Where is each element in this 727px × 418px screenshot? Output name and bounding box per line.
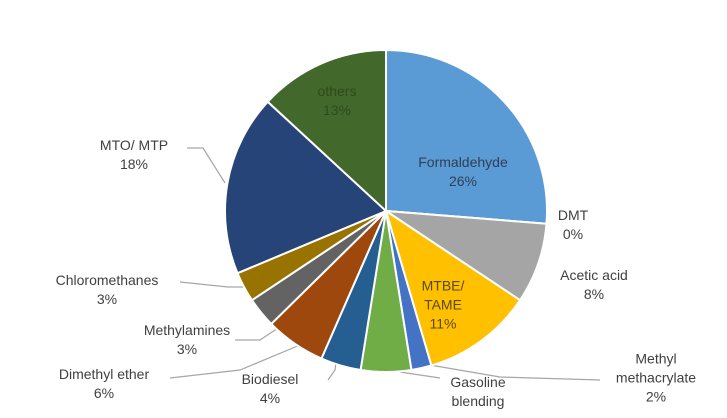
- category-label: Biodiesel: [241, 371, 299, 387]
- category-label: DMT: [557, 207, 589, 223]
- slice-label: Gasoline blending: [438, 373, 518, 411]
- category-label: others: [317, 83, 357, 99]
- leader-line: [235, 325, 282, 341]
- slice-label: DMT 0%: [543, 206, 603, 244]
- value-label: 26%: [448, 173, 478, 189]
- value-label: 0%: [562, 226, 584, 242]
- slice-label: Methylamines 3%: [127, 321, 247, 359]
- slice-label: others 13%: [297, 82, 377, 120]
- slice-label: Biodiesel 4%: [225, 370, 315, 408]
- value-label: 3%: [176, 341, 198, 357]
- slice-label: Dimethyl ether 6%: [34, 365, 174, 403]
- category-label: Formaldehyde: [418, 154, 508, 170]
- slice-label: Chloromethanes 3%: [32, 271, 182, 309]
- value-label: 2%: [645, 388, 667, 405]
- category-label: Methyl methacrylate: [615, 350, 697, 386]
- leader-line: [179, 281, 245, 288]
- category-label: Acetic acid: [560, 267, 628, 283]
- value-label: 11%: [429, 315, 457, 332]
- value-label: 6%: [93, 385, 115, 401]
- category-label: Chloromethanes: [55, 272, 159, 288]
- leader-line: [429, 364, 601, 381]
- value-label: 8%: [583, 286, 605, 302]
- category-label: Gasoline blending: [450, 374, 506, 409]
- value-label: 4%: [259, 390, 281, 406]
- slice-label: Acetic acid 8%: [539, 266, 649, 304]
- value-label: 13%: [322, 102, 352, 118]
- leader-line: [169, 344, 301, 379]
- category-label: Methylamines: [143, 322, 231, 338]
- pie-slice: [384, 208, 522, 367]
- category-label: MTO/ MTP: [99, 137, 169, 153]
- slice-label: MTO/ MTP 18%: [79, 136, 189, 174]
- pie-slice: [224, 100, 388, 275]
- slice-label: MTBE/ TAME 11%: [413, 277, 473, 334]
- slice-label: Formaldehyde 26%: [403, 153, 523, 191]
- category-label: Dimethyl ether: [58, 366, 150, 382]
- pie-slice: [385, 48, 548, 225]
- category-label: MTBE/ TAME: [421, 277, 465, 313]
- pie-slice: [266, 48, 387, 214]
- value-label: 18%: [119, 156, 149, 172]
- slice-label: Methyl methacrylate 2%: [601, 350, 711, 407]
- leader-line: [187, 147, 226, 184]
- value-label: 3%: [96, 291, 118, 307]
